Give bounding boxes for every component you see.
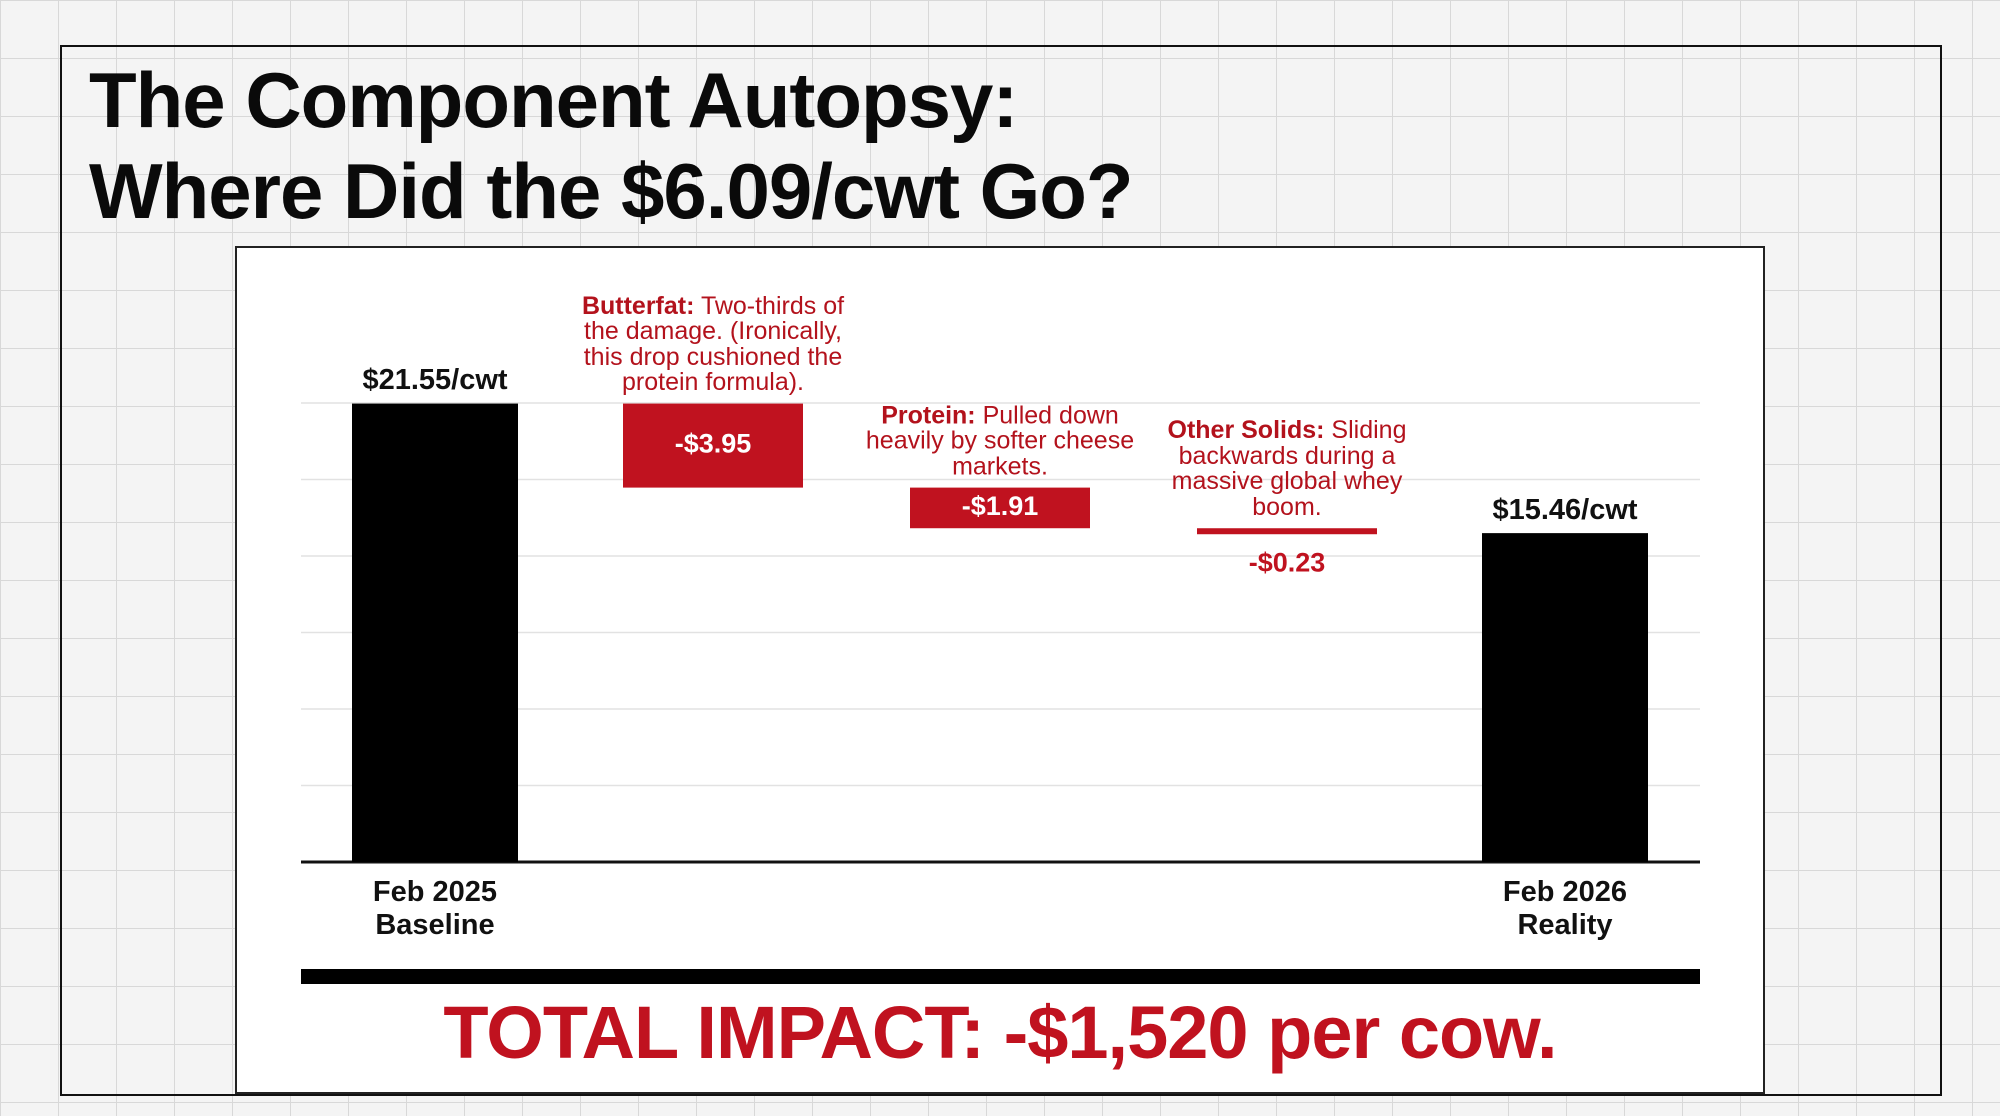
category-label: Feb 2025 Baseline <box>372 876 498 942</box>
bar <box>623 403 803 488</box>
annotation: Protein: Pulled down heavily by softer c… <box>850 401 1150 481</box>
value-label: $21.55/cwt <box>362 364 507 396</box>
bar <box>1482 533 1648 862</box>
value-label: -$3.95 <box>675 429 752 459</box>
value-label: $15.46/cwt <box>1492 494 1637 526</box>
frame <box>60 45 1942 1096</box>
footer-total: TOTAL IMPACT: -$1,520 per cow. <box>443 991 1557 1074</box>
annotation: Butterfat: Two-thirds of the damage. (Ir… <box>563 291 863 397</box>
bar <box>1197 528 1377 535</box>
value-label: -$1.91 <box>962 491 1039 521</box>
category-label: Feb 2026 Reality <box>1502 876 1628 942</box>
annotation-label: Protein: <box>881 401 976 430</box>
annotation-text: Sliding backwards during a massive globa… <box>1171 416 1407 521</box>
annotation-label: Other Solids: <box>1167 416 1325 445</box>
annotation-text: Two-thirds of the damage. (Ironically, t… <box>583 291 845 397</box>
annotation-label: Butterfat: <box>581 291 695 320</box>
bar <box>910 487 1090 529</box>
annotation: Other Solids: Sliding backwards during a… <box>1137 416 1437 521</box>
bar <box>352 403 518 862</box>
title-line: Where Did the $6.09/cwt Go? <box>89 147 1134 235</box>
title-line: The Component Autopsy: <box>89 56 1018 144</box>
value-label: -$0.23 <box>1249 547 1326 577</box>
divider <box>301 969 1700 984</box>
annotation-text: Pulled down heavily by softer cheese mar… <box>865 401 1135 481</box>
